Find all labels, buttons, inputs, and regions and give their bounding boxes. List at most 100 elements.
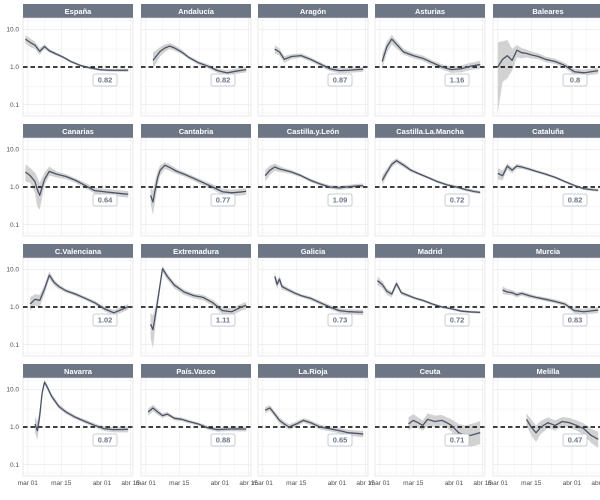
final-value-box [444, 193, 470, 207]
y-tick-label: 0.1 [10, 222, 19, 229]
final-value-box [92, 313, 118, 327]
x-tick-label: mar 15 [169, 480, 190, 487]
final-value-label: 0.88 [216, 436, 231, 445]
panel-espana: España 0.82 0.1 1.0 10.0 [6, 4, 134, 117]
final-value-box [92, 193, 118, 207]
strip-label: Melilla [537, 367, 561, 376]
final-value-box [92, 433, 118, 447]
strip-label: Madrid [418, 247, 443, 256]
series-line [29, 274, 129, 314]
strip-background [493, 124, 600, 138]
series-line [274, 48, 364, 72]
strip-label: Cataluña [532, 127, 565, 136]
final-value-box [92, 73, 118, 87]
final-value-label: 0.82 [98, 76, 113, 85]
strip-background [23, 124, 133, 138]
final-value-box [327, 73, 353, 87]
final-value-box [444, 313, 470, 327]
x-tick-label: mar 15 [51, 480, 72, 487]
strip-background [493, 244, 600, 258]
panel-canarias: Canarias 0.64 0.1 1.0 10.0 [6, 124, 134, 237]
panel-extremadura: Extremadura 1.11 [140, 244, 252, 357]
y-tick-label: 0.1 [10, 102, 19, 109]
final-value-box [562, 73, 588, 87]
strip-label: Castilla.y.León [287, 127, 340, 136]
final-value-box [562, 193, 588, 207]
confidence-band [265, 405, 364, 438]
strip-label: C.Valenciana [55, 247, 102, 256]
panel-asturias: Asturias 1.16 [374, 4, 486, 117]
final-value-label: 0.72 [450, 316, 465, 325]
strip-background [493, 364, 600, 378]
panel-baleares: Baleares 0.8 [492, 4, 600, 117]
panel-aragon: Aragón 0.87 [257, 4, 369, 117]
y-tick-label: 10.0 [6, 267, 19, 274]
strip-label: Baleares [532, 7, 563, 16]
strip-background [141, 4, 251, 18]
final-value-box [210, 193, 236, 207]
panel-ceuta: Ceuta 0.71 mar 01 mar 15 abr 01 abr 15 [370, 364, 492, 487]
confidence-band [274, 45, 364, 74]
x-tick-label: abr 01 [93, 480, 112, 487]
strip-label: Murcia [536, 247, 561, 256]
final-value-box [210, 73, 236, 87]
x-tick-label: abr 15 [356, 480, 375, 487]
final-value-label: 0.8 [570, 76, 580, 85]
x-tick-label: abr 15 [121, 480, 140, 487]
series-line [497, 165, 599, 191]
x-tick-label: mar 01 [18, 480, 39, 487]
panel-la-rioja: La.Rioja 0.65 mar 01 mar 15 abr 01 abr 15 [253, 364, 375, 487]
strip-background [141, 244, 251, 258]
strip-label: Navarra [64, 367, 93, 376]
strip-label: Extremadura [173, 247, 220, 256]
x-tick-label: abr 01 [445, 480, 464, 487]
x-tick-label: mar 15 [521, 480, 542, 487]
final-value-box [562, 313, 588, 327]
strip-label: Ceuta [420, 367, 442, 376]
series-line [147, 407, 247, 431]
strip-label: Asturias [415, 7, 445, 16]
series-line [25, 38, 129, 71]
confidence-band [265, 163, 364, 190]
confidence-band [150, 265, 247, 349]
final-value-box [210, 313, 236, 327]
x-tick-label: abr 01 [328, 480, 347, 487]
confidence-band [274, 272, 364, 316]
final-value-label: 0.65 [333, 436, 348, 445]
panel-madrid: Madrid 0.72 [374, 244, 486, 357]
final-value-label: 0.72 [450, 196, 465, 205]
series-line [274, 276, 364, 313]
panel-navarra: Navarra 0.87 0.1 1.0 10.0 mar 01 mar 15 abr 01 a… [6, 364, 140, 487]
final-value-label: 0.87 [333, 76, 348, 85]
final-value-label: 1.02 [98, 316, 113, 325]
final-value-label: 0.71 [450, 436, 465, 445]
series-line [34, 381, 129, 432]
y-tick-label: 0.1 [10, 342, 19, 349]
strip-label: Castilla.La.Mancha [396, 127, 464, 136]
strip-background [23, 244, 133, 258]
strip-background [141, 364, 251, 378]
x-tick-label: mar 01 [253, 480, 274, 487]
strip-label: Canarias [62, 127, 94, 136]
confidence-band [152, 43, 247, 76]
strip-background [141, 124, 251, 138]
final-value-label: 0.73 [333, 316, 348, 325]
strip-background [23, 4, 133, 18]
x-tick-label: mar 01 [370, 480, 391, 487]
final-value-label: 0.82 [568, 196, 583, 205]
x-tick-label: abr 15 [239, 480, 258, 487]
series-line [152, 45, 247, 74]
series-line [149, 267, 247, 331]
strip-background [258, 244, 368, 258]
strip-background [375, 4, 485, 18]
series-line [497, 49, 599, 74]
strip-background [258, 124, 368, 138]
panel-cataluna: Cataluña 0.82 [492, 124, 600, 237]
panel-melilla: Melilla 0.47 mar 01 mar 15 abr 01 abr 15 [488, 364, 600, 487]
strip-label: País.Vasco [176, 367, 216, 376]
final-value-label: 1.11 [216, 316, 230, 325]
final-value-box [444, 73, 470, 87]
x-tick-label: mar 15 [286, 480, 307, 487]
final-value-box [327, 313, 353, 327]
